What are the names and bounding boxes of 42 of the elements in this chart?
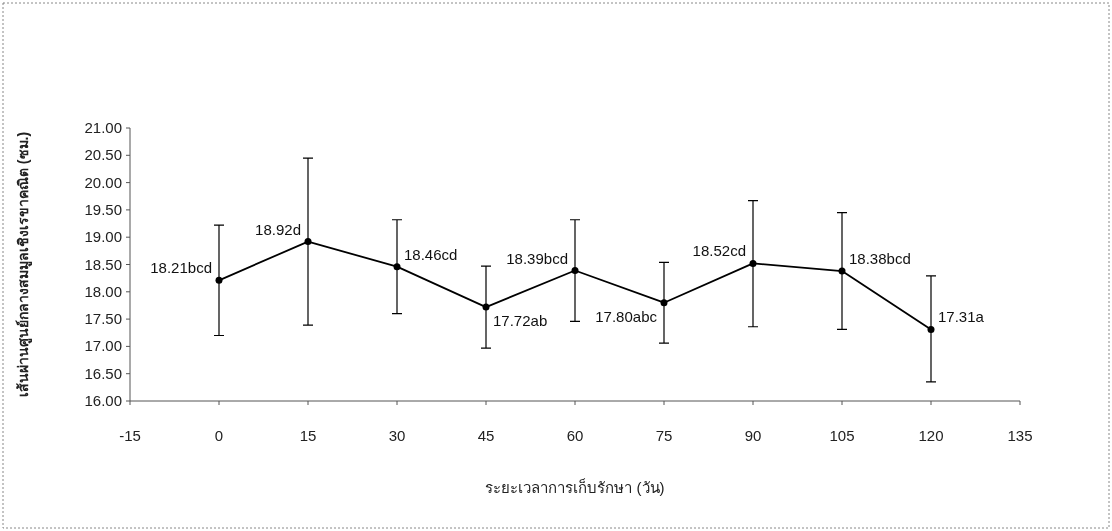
point bbox=[393, 263, 401, 271]
y-tick-label: 20.50 bbox=[84, 146, 122, 164]
data-label: 18.39bcd bbox=[506, 249, 568, 267]
x-tick-label: -15 bbox=[119, 427, 141, 444]
point bbox=[838, 267, 846, 275]
point bbox=[927, 325, 935, 333]
x-tick-label: 90 bbox=[744, 427, 762, 444]
y-tick-label: 18.00 bbox=[84, 282, 122, 300]
y-tick-label: 20.00 bbox=[84, 173, 122, 191]
data-label: 18.52cd bbox=[692, 242, 746, 260]
x-tick-label: 15 bbox=[299, 427, 317, 444]
point bbox=[749, 259, 757, 267]
data-label: 18.46cd bbox=[404, 245, 458, 263]
x-tick-label: 105 bbox=[829, 427, 855, 444]
y-tick-label: 17.00 bbox=[84, 337, 122, 355]
x-axis-title: ระยะเวลาการเก็บรักษา (วัน) bbox=[485, 478, 665, 496]
x-tick-label: 135 bbox=[1007, 427, 1033, 444]
x-tick-label: 120 bbox=[918, 427, 944, 444]
point bbox=[482, 303, 490, 311]
y-tick-label: 17.50 bbox=[84, 310, 122, 328]
point bbox=[660, 299, 668, 307]
data-label: 17.31a bbox=[938, 308, 985, 326]
y-tick-label: 19.50 bbox=[84, 200, 122, 218]
y-tick-label: 18.50 bbox=[84, 255, 122, 273]
point bbox=[571, 267, 579, 275]
data-label: 18.92d bbox=[255, 220, 301, 238]
y-tick-label: 16.50 bbox=[84, 364, 122, 382]
data-label: 17.80abc bbox=[595, 307, 658, 325]
x-tick-label: 45 bbox=[477, 427, 495, 444]
data-label: 17.72ab bbox=[493, 312, 548, 330]
data-label: 18.38bcd bbox=[849, 250, 911, 268]
y-tick-label: 19.00 bbox=[84, 228, 122, 246]
y-tick-label: 16.00 bbox=[84, 392, 122, 409]
x-tick-label: 60 bbox=[566, 427, 584, 444]
point bbox=[304, 238, 312, 246]
x-tick-label: 75 bbox=[655, 427, 673, 444]
x-tick-label: 0 bbox=[214, 427, 224, 444]
y-tick-label: 21.00 bbox=[84, 119, 122, 136]
y-axis-title: เส้นผ่านศูนย์กลางสมมูลเชิงเรขาคณิต (ซม.) bbox=[15, 131, 32, 398]
x-tick-label: 30 bbox=[388, 427, 406, 444]
point bbox=[215, 276, 223, 284]
data-label: 18.21bcd bbox=[150, 259, 212, 277]
